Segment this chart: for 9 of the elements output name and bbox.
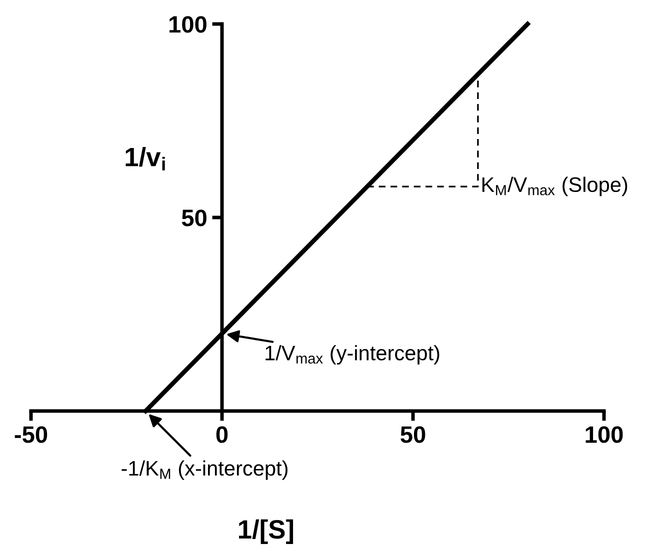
x-tick-label: 100: [586, 426, 623, 443]
x-tick-label: -50: [14, 426, 48, 443]
x-tick-label: 50: [400, 426, 426, 443]
annotation: 1/V$_{max}$ (y-intercept): [266, 345, 440, 365]
annotation: -1/K$_{M}$ (x-intercept): [122, 460, 288, 480]
y-axis-title: 1/v$_{i}$: [126, 147, 165, 170]
x-axis-title: 1/[S]: [239, 519, 294, 544]
annotation: K$_{M}$/V$_{max}$ (Slope): [482, 176, 628, 196]
x-tick-label: 0: [216, 426, 228, 443]
